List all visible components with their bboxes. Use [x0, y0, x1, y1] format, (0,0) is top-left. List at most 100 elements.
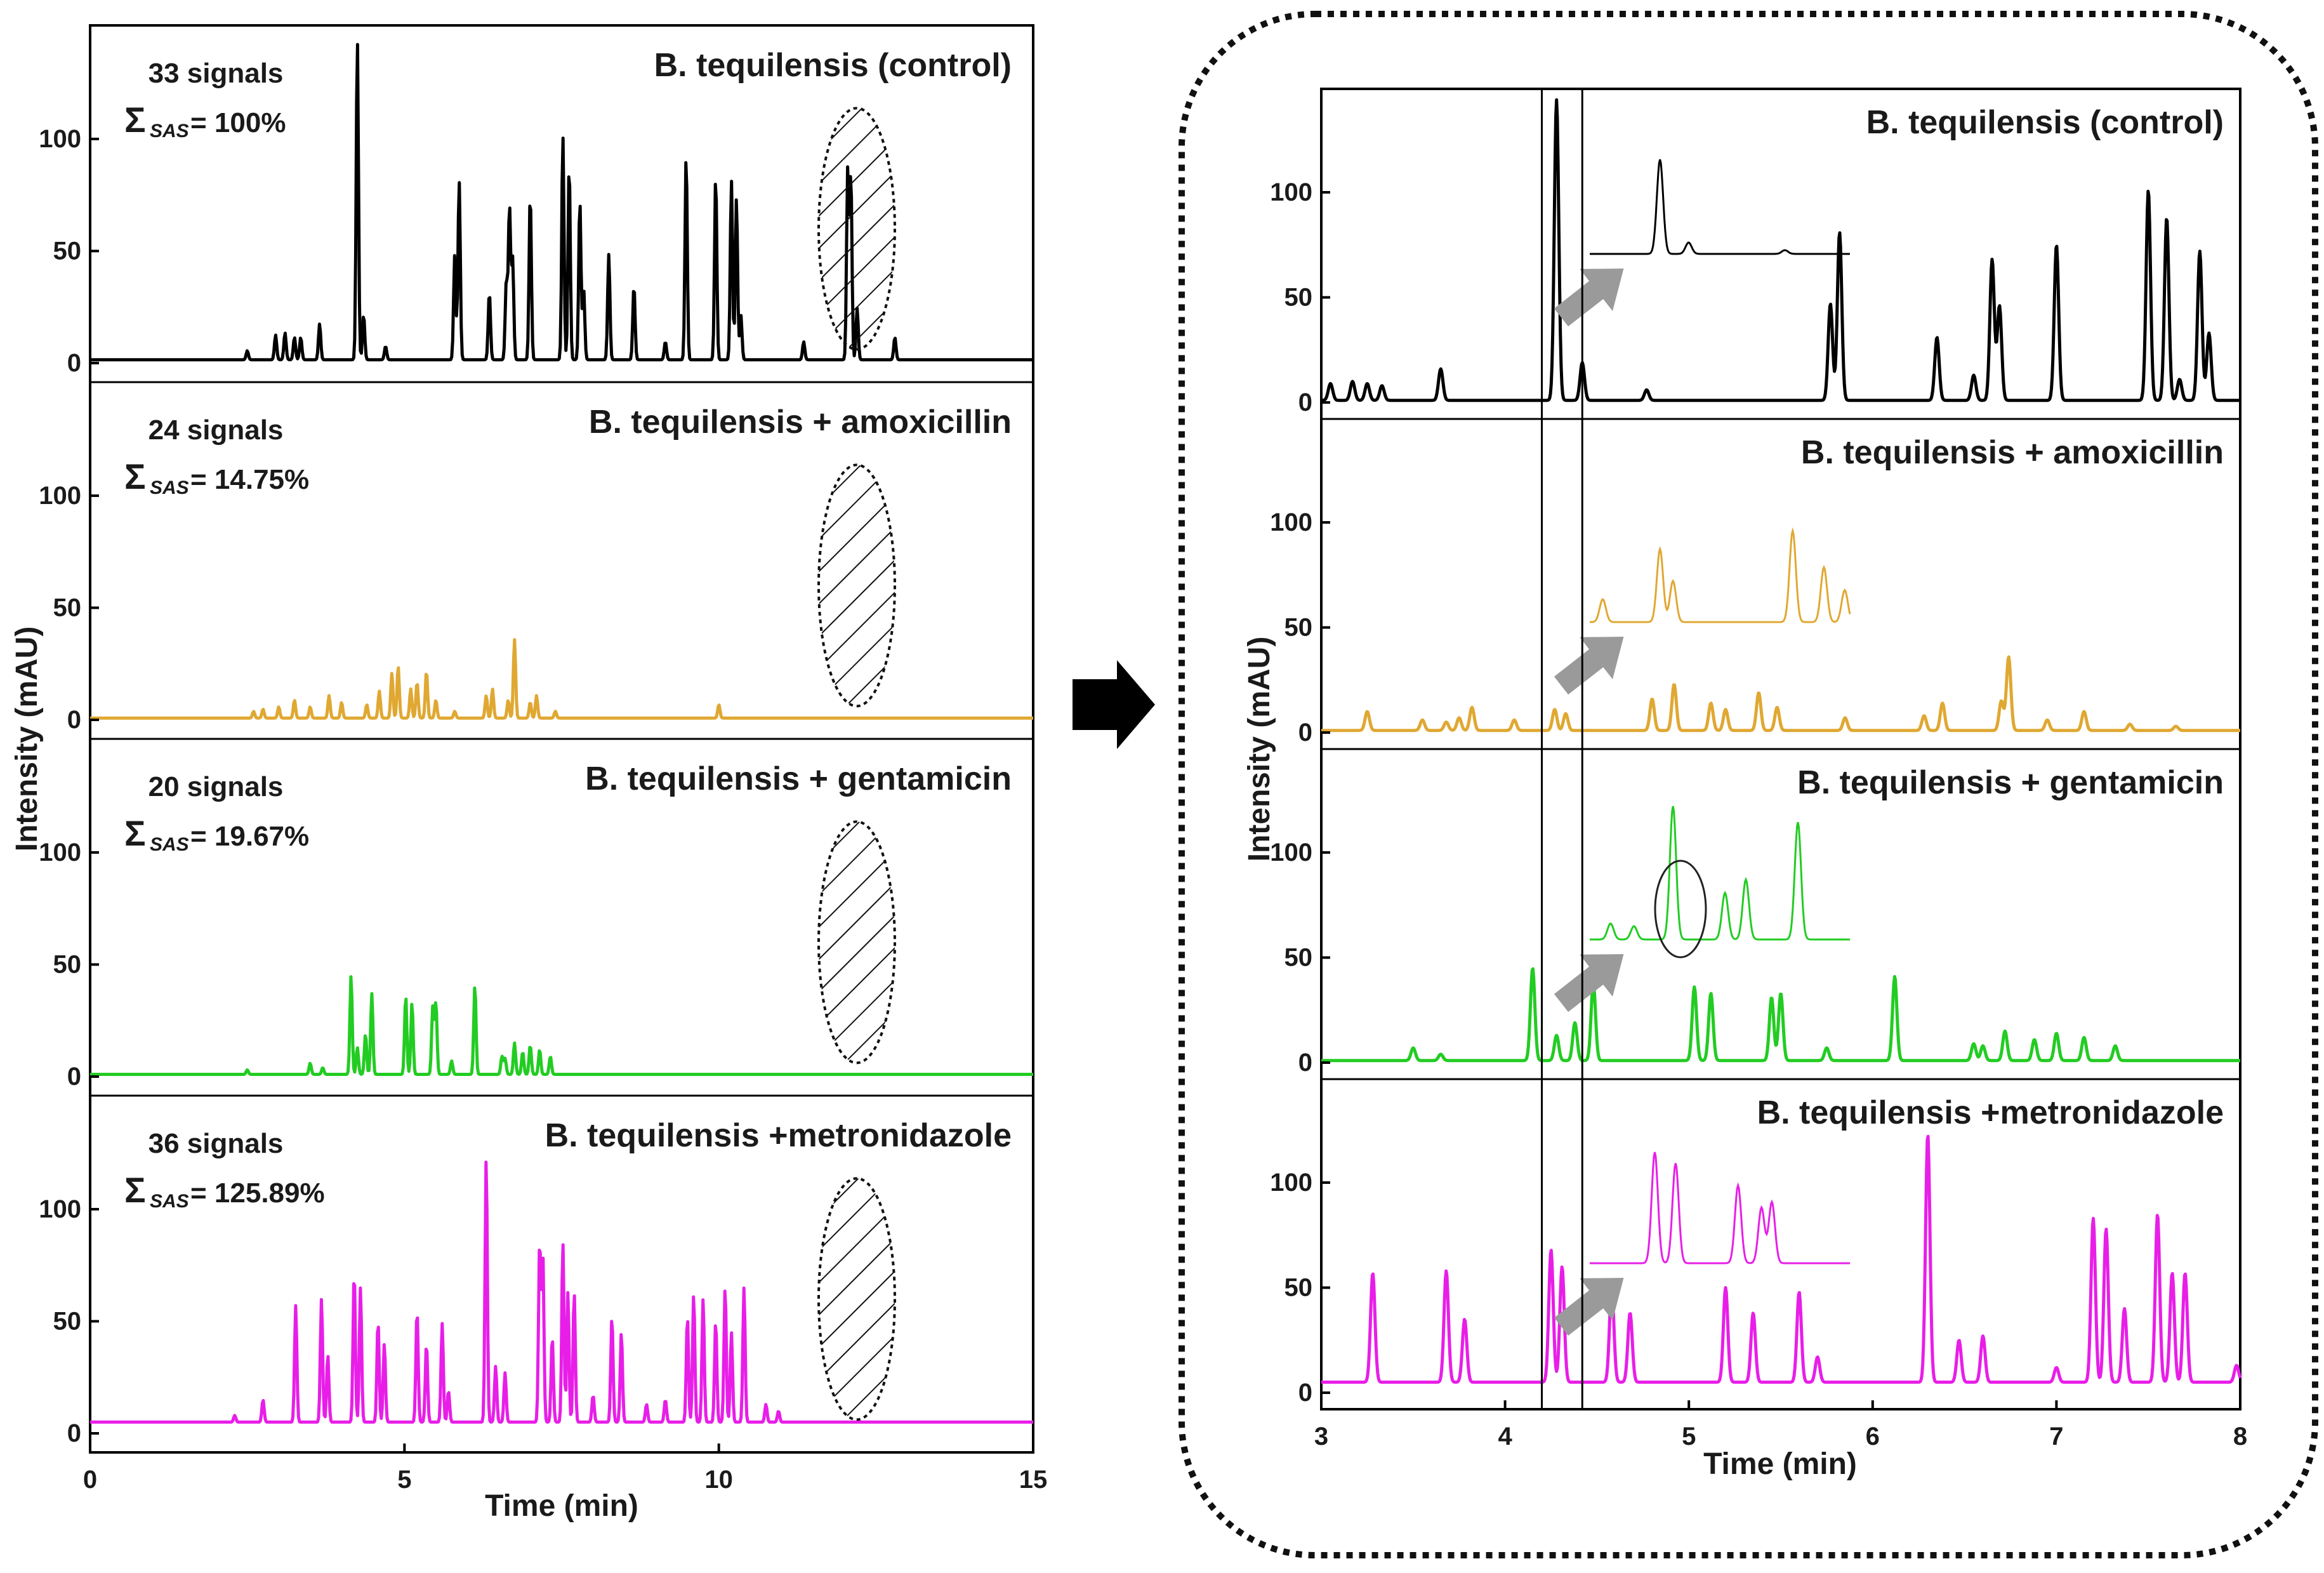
- hatched-region: [817, 463, 896, 708]
- sas-value: = 19.67%: [190, 821, 309, 852]
- zoom-arrow-icon: [1554, 954, 1624, 1012]
- y-tick-label: 100: [1270, 1169, 1312, 1197]
- x-tick-label: 4: [1498, 1423, 1512, 1450]
- zoom-arrow-shape: [1554, 637, 1624, 695]
- chromatogram-trace: [1320, 655, 2241, 733]
- signals-count: 20 signals: [149, 771, 284, 802]
- sas-subscript: SAS: [150, 121, 189, 142]
- series-title: B. tequilensis + gentamicin: [585, 760, 1012, 797]
- y-tick-label: 50: [1284, 943, 1313, 971]
- inset-trace: [1590, 527, 1851, 623]
- y-tick-label: 0: [1298, 719, 1312, 747]
- y-tick-label: 50: [53, 950, 82, 978]
- x-axis-label: Time (min): [485, 1489, 638, 1523]
- series-title: B. tequilensis +metronidazole: [545, 1117, 1012, 1154]
- chromatogram-trace: [89, 975, 1034, 1076]
- right-trace-group-0: [1320, 98, 2241, 402]
- right-arrow: [1073, 660, 1155, 749]
- sas-label-2: Σ SAS = 19.67%: [124, 813, 309, 855]
- series-title: B. tequilensis +metronidazole: [1757, 1094, 2224, 1131]
- zoom-arrow-icon: [1554, 637, 1624, 695]
- right-arrow-icon: [1073, 660, 1155, 749]
- x-tick-label: 3: [1314, 1423, 1328, 1450]
- sas-value: = 100%: [190, 107, 286, 138]
- chromatogram-trace: [89, 1160, 1034, 1424]
- series-title: B. tequilensis (control): [1866, 104, 2224, 141]
- zoom-arrow-icon: [1554, 269, 1624, 327]
- y-tick-label: 100: [39, 482, 81, 510]
- y-axis-label: Intensity (mAU): [1243, 637, 1276, 862]
- y-tick-label: 50: [53, 237, 82, 265]
- chromatogram-trace: [1320, 967, 2241, 1063]
- sas-value: = 125.89%: [190, 1178, 325, 1209]
- signals-count: 33 signals: [149, 58, 284, 89]
- inset-trace: [1590, 159, 1850, 255]
- zoom-arrow-shape: [1554, 954, 1624, 1012]
- zoom-arrow-shape: [1554, 269, 1624, 327]
- y-tick-label: 0: [1298, 1379, 1312, 1407]
- y-tick-label: 0: [67, 349, 81, 377]
- hatched-region: [817, 107, 896, 351]
- y-axis-label: Intensity (mAU): [10, 627, 44, 852]
- left-trace-group-3: [89, 1160, 1034, 1424]
- y-tick-label: 0: [1298, 388, 1312, 416]
- left-trace-group-1: [89, 638, 1034, 720]
- y-tick-label: 50: [1284, 283, 1313, 311]
- series-title: B. tequilensis (control): [654, 47, 1012, 84]
- left-trace-group-2: [89, 975, 1034, 1076]
- y-tick-label: 50: [1284, 613, 1313, 641]
- dotted-frame: [1179, 11, 2318, 1558]
- chromatogram-trace: [89, 638, 1034, 720]
- series-title: B. tequilensis + amoxicillin: [589, 404, 1012, 441]
- sas-value: = 14.75%: [190, 464, 309, 495]
- sas-subscript: SAS: [150, 477, 189, 498]
- x-tick-label: 7: [2049, 1423, 2063, 1450]
- y-tick-label: 100: [39, 839, 81, 866]
- y-tick-label: 0: [1298, 1049, 1312, 1077]
- sigma-symbol: Σ: [124, 1170, 146, 1210]
- y-tick-label: 100: [39, 125, 81, 153]
- right-trace-group-3: [1320, 1134, 2242, 1384]
- sas-subscript: SAS: [150, 834, 189, 855]
- signals-count: 24 signals: [149, 415, 284, 446]
- chromatogram-trace: [89, 43, 1034, 362]
- sigma-symbol: Σ: [124, 456, 146, 496]
- x-tick-label: 10: [704, 1466, 733, 1494]
- sas-subscript: SAS: [150, 1191, 189, 1212]
- sigma-symbol: Σ: [124, 100, 146, 140]
- hatched-region: [817, 1177, 896, 1421]
- right-trace-group-2: [1320, 967, 2241, 1063]
- y-tick-label: 100: [1270, 508, 1312, 536]
- inset-highlight-circle: [1654, 860, 1707, 959]
- y-tick-label: 0: [67, 1063, 81, 1091]
- zoom-arrow-shape: [1554, 1278, 1624, 1336]
- chromatogram-trace: [1320, 1134, 2242, 1384]
- sigma-symbol: Σ: [124, 813, 146, 853]
- zoom-arrow-icon: [1554, 1278, 1624, 1336]
- y-tick-label: 100: [39, 1195, 81, 1223]
- y-tick-label: 0: [67, 706, 81, 734]
- chromatogram-trace: [1320, 98, 2241, 402]
- x-tick-label: 5: [1682, 1423, 1696, 1450]
- signals-count: 36 signals: [149, 1128, 284, 1159]
- y-tick-label: 50: [1284, 1273, 1313, 1301]
- inset-trace: [1590, 1152, 1850, 1264]
- series-title: B. tequilensis + gentamicin: [1797, 764, 2224, 801]
- y-tick-label: 100: [1270, 178, 1312, 206]
- y-tick-label: 100: [1270, 839, 1312, 866]
- x-tick-label: 5: [397, 1466, 411, 1494]
- inset-trace: [1590, 806, 1850, 941]
- x-tick-label: 8: [2233, 1423, 2247, 1450]
- sas-label-0: Σ SAS = 100%: [124, 100, 286, 142]
- y-tick-label: 50: [53, 1307, 82, 1335]
- hatched-region: [817, 820, 896, 1065]
- y-tick-label: 50: [53, 594, 82, 621]
- x-tick-label: 0: [83, 1466, 97, 1494]
- right-trace-group-1: [1320, 655, 2241, 733]
- x-tick-label: 15: [1019, 1466, 1048, 1494]
- x-tick-label: 6: [1866, 1423, 1880, 1450]
- sas-label-1: Σ SAS = 14.75%: [124, 456, 309, 498]
